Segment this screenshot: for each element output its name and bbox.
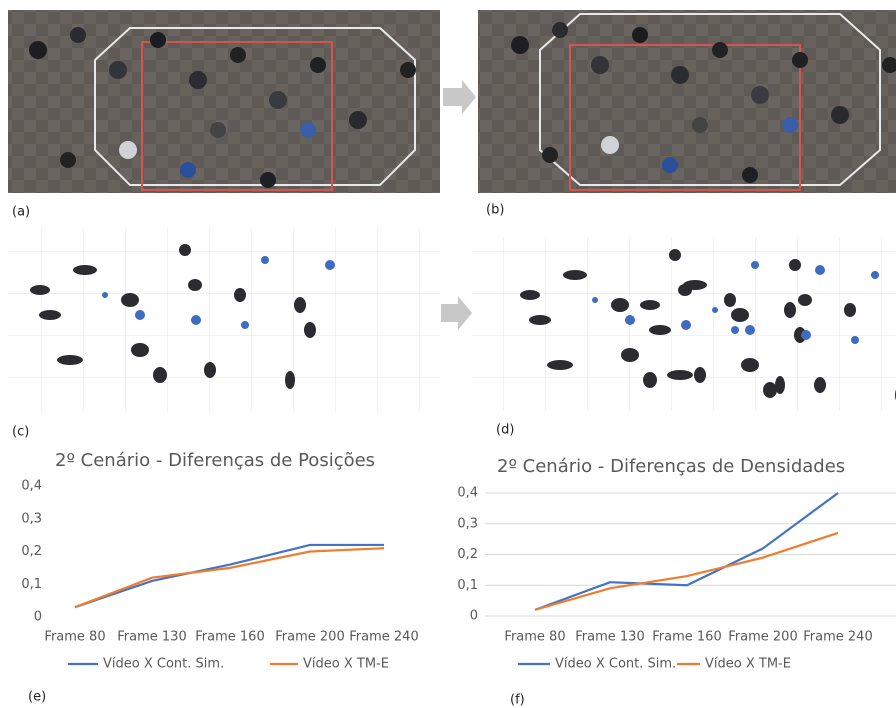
arrow [441, 296, 472, 330]
x-tick-label: Frame 80 [44, 630, 105, 645]
y-tick-label: 0 [470, 609, 478, 624]
x-tick-label: Frame 240 [349, 630, 418, 645]
panel-label: (c) [12, 425, 29, 440]
y-tick-label: 0,3 [457, 516, 478, 531]
panel-label: (f) [510, 693, 525, 708]
y-tick-label: 0,3 [21, 511, 42, 526]
y-tick-label: 0,4 [457, 486, 478, 501]
chart-title: 2º Cenário - Diferenças de Densidades [497, 456, 845, 477]
y-tick-label: 0,4 [21, 479, 42, 494]
panel-label: (d) [496, 423, 514, 438]
x-tick-label: Frame 200 [275, 630, 344, 645]
x-tick-label: Frame 200 [728, 630, 797, 645]
panel-label: (b) [486, 203, 504, 218]
arrow [443, 80, 476, 114]
simulation-c [8, 228, 440, 412]
line-series [534, 492, 839, 611]
x-tick-label: Frame 80 [504, 630, 565, 645]
y-tick-label: 0,1 [21, 577, 42, 592]
y-tick-label: 0,2 [21, 544, 42, 559]
legend-label: Vídeo X TM-E [303, 657, 389, 672]
panel-label: (e) [28, 690, 46, 705]
line-series [74, 547, 385, 609]
x-tick-label: Frame 130 [575, 630, 644, 645]
x-tick-label: Frame 160 [652, 630, 721, 645]
legend-label: Vídeo X Cont. Sim. [103, 657, 224, 672]
legend-label: Vídeo X TM-E [705, 657, 791, 672]
photo-a [8, 10, 440, 193]
x-tick-label: Frame 240 [803, 630, 872, 645]
chart-title: 2º Cenário - Diferenças de Posições [55, 450, 375, 471]
simulation-d [472, 237, 896, 410]
x-tick-label: Frame 160 [195, 630, 264, 645]
legend-label: Vídeo X Cont. Sim. [555, 657, 676, 672]
line-series [74, 543, 384, 609]
x-tick-label: Frame 130 [117, 630, 186, 645]
y-tick-label: 0,2 [457, 547, 478, 562]
line-series [534, 531, 839, 611]
photo-b [478, 10, 896, 193]
y-tick-label: 0 [34, 610, 42, 625]
y-tick-label: 0,1 [457, 578, 478, 593]
panel-label: (a) [12, 205, 30, 220]
